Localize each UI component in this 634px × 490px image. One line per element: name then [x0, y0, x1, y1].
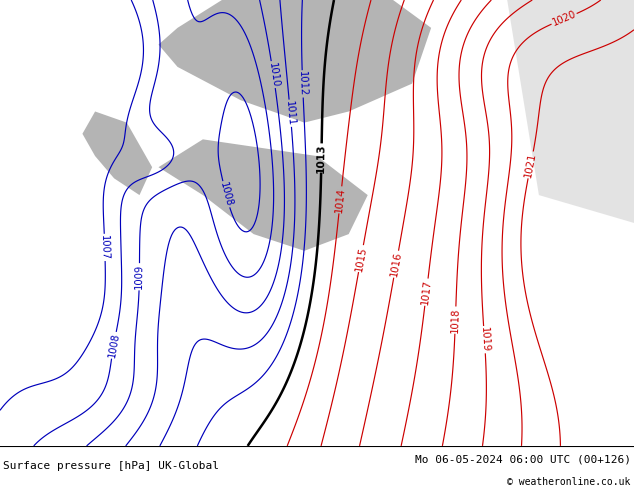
Text: 1009: 1009 [134, 264, 145, 290]
Text: 1008: 1008 [218, 181, 234, 208]
Text: © weatheronline.co.uk: © weatheronline.co.uk [507, 477, 631, 487]
Text: 1012: 1012 [297, 71, 308, 97]
Polygon shape [139, 139, 368, 251]
Text: 1020: 1020 [550, 9, 578, 28]
Text: 1015: 1015 [354, 245, 368, 272]
Text: 1010: 1010 [266, 61, 280, 88]
Text: Mo 06-05-2024 06:00 UTC (00+126): Mo 06-05-2024 06:00 UTC (00+126) [415, 454, 631, 464]
Text: 1017: 1017 [420, 279, 433, 305]
Text: 1008: 1008 [107, 332, 121, 359]
Text: 1018: 1018 [450, 307, 461, 333]
Polygon shape [82, 112, 152, 195]
Text: 1011: 1011 [284, 100, 296, 126]
Text: 1016: 1016 [389, 251, 403, 277]
Polygon shape [158, 0, 431, 122]
Text: 1007: 1007 [100, 235, 110, 260]
Text: 1014: 1014 [334, 187, 347, 213]
Polygon shape [507, 0, 634, 223]
Text: 1021: 1021 [524, 151, 538, 178]
Text: Surface pressure [hPa] UK-Global: Surface pressure [hPa] UK-Global [3, 461, 219, 471]
Text: 1013: 1013 [316, 143, 327, 173]
Text: 1019: 1019 [479, 327, 490, 353]
